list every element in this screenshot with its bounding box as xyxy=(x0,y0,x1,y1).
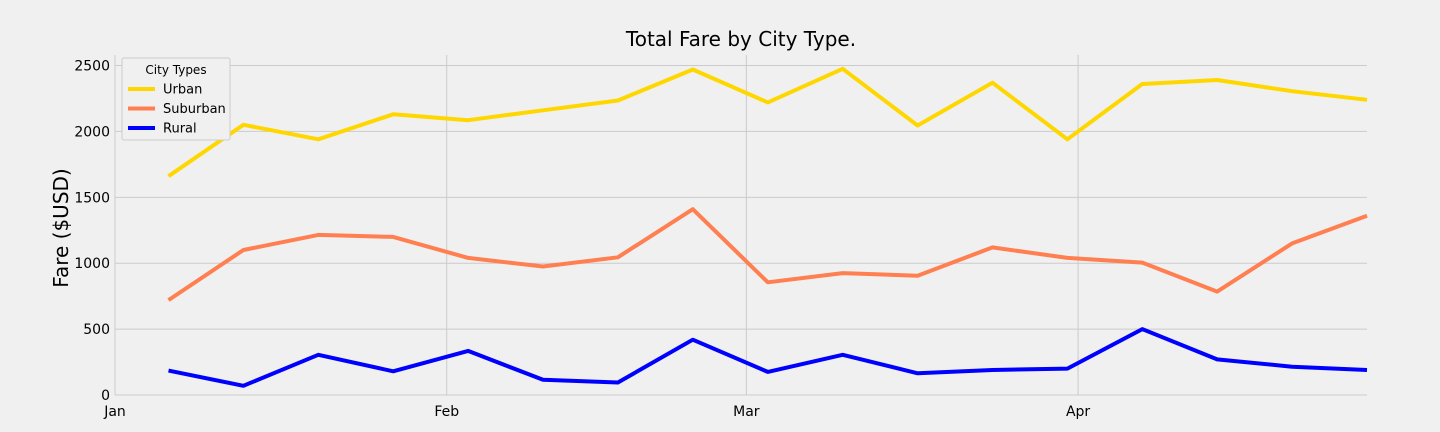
y-tick-label: 1500 xyxy=(74,190,110,206)
legend-label-rural: Rural xyxy=(163,122,197,137)
y-tick-label: 0 xyxy=(101,388,110,404)
series-line-suburban xyxy=(167,207,1368,302)
y-axis-label: Fare ($USD) xyxy=(49,168,73,287)
legend-label-urban: Urban xyxy=(163,83,202,98)
series-line-urban xyxy=(167,66,1368,178)
y-tick-label: 500 xyxy=(83,322,110,338)
x-tick-label: Feb xyxy=(434,404,459,420)
series-line-rural xyxy=(168,327,1368,388)
legend: City Types Urban Suburban Rural xyxy=(121,57,231,141)
y-tick-labels: 0 500 1000 1500 2000 2500 xyxy=(74,59,110,404)
x-tick-label: Apr xyxy=(1066,404,1090,420)
y-tick-label: 2500 xyxy=(74,59,110,75)
plot-area xyxy=(115,55,1367,395)
series-lines xyxy=(167,66,1368,388)
legend-title: City Types xyxy=(145,63,206,77)
y-tick-label: 1000 xyxy=(74,256,110,272)
y-tick-label: 2000 xyxy=(74,124,110,140)
chart-title: Total Fare by City Type. xyxy=(625,27,856,51)
legend-items: Urban Suburban Rural xyxy=(128,83,226,137)
x-tick-label: Jan xyxy=(103,404,126,420)
x-tick-labels: Jan Feb Mar Apr xyxy=(103,404,1090,420)
legend-box xyxy=(121,57,231,141)
x-tick-label: Mar xyxy=(733,404,760,420)
grid-lines xyxy=(114,55,1367,396)
legend-label-suburban: Suburban xyxy=(163,102,226,117)
